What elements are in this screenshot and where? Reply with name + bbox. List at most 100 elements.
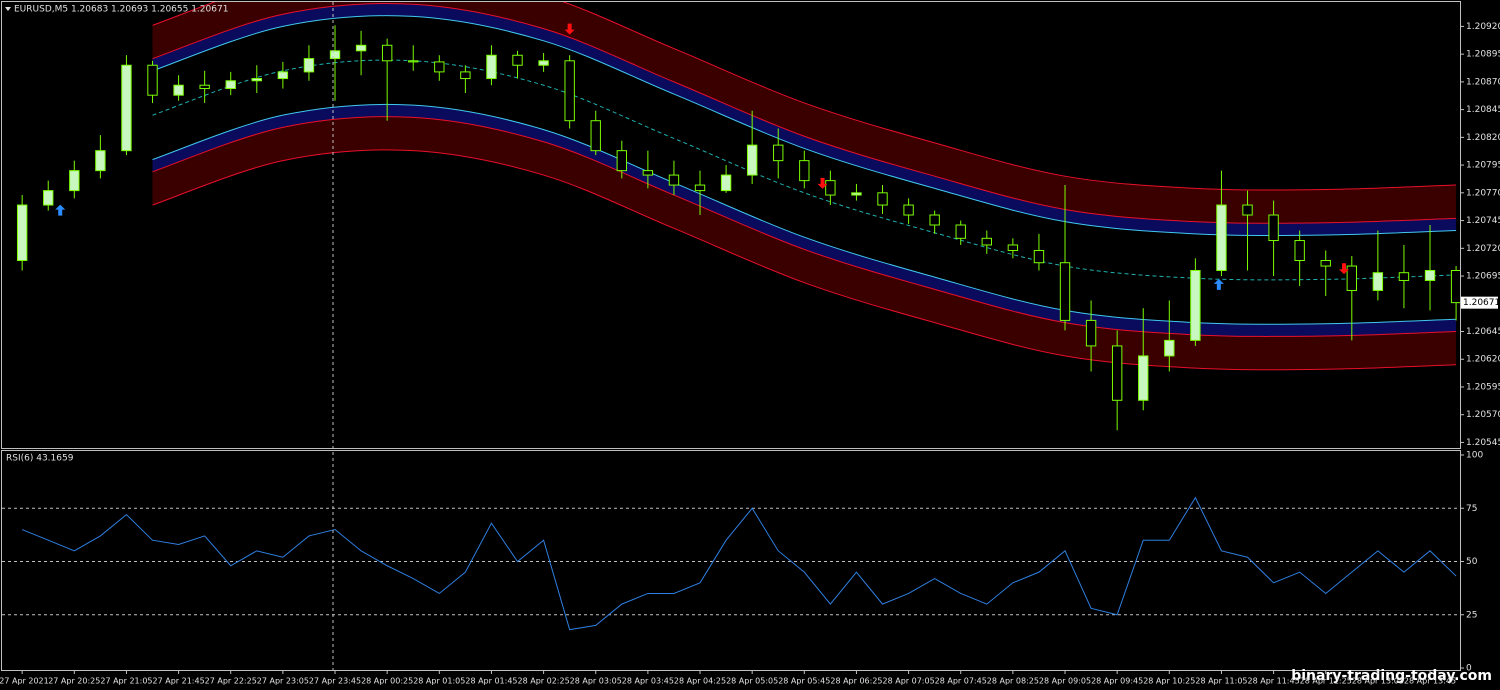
candle-body — [616, 150, 627, 172]
x-tick-label: 27 Apr 21:45 — [153, 677, 205, 686]
candle-body — [799, 160, 810, 182]
x-tick-label: 28 Apr 10:25 — [1143, 677, 1195, 686]
candle-body — [1242, 204, 1253, 216]
x-tick-label: 28 Apr 04:25 — [674, 677, 726, 686]
candle-body — [538, 60, 549, 66]
candle-body — [329, 50, 341, 60]
signal-arrow — [1338, 263, 1349, 275]
x-tick-label: 28 Apr 12:25 — [1300, 677, 1352, 686]
y-tick-label: 25 — [1466, 610, 1477, 620]
chart-title: EURUSD,M5 1.20683 1.20693 1.20655 1.2067… — [14, 5, 228, 15]
y-tick-label: 1.20920 — [1466, 22, 1500, 32]
candle-body — [173, 84, 184, 96]
candle-body — [121, 64, 132, 152]
candle-body — [564, 60, 575, 122]
price-panel — [16, 2, 1460, 431]
x-tick-label: 27 Apr 23:05 — [257, 677, 309, 686]
y-tick-label: 1.20770 — [1466, 188, 1500, 198]
current-price-label: 1.20671 — [1463, 298, 1500, 308]
signal-arrow — [564, 23, 575, 35]
candle-body — [825, 180, 836, 196]
x-tick-label: 28 Apr 01:05 — [413, 677, 465, 686]
candle-body — [460, 71, 471, 80]
y-tick-label: 1.20620 — [1466, 355, 1500, 365]
y-tick-label: 1.20820 — [1466, 133, 1500, 143]
y-tick-label: 1.20545 — [1466, 438, 1500, 448]
candle-body — [1007, 244, 1019, 252]
candle-body — [199, 84, 210, 90]
band-fill — [152, 2, 1457, 224]
band-line — [152, 2, 1457, 191]
x-tick-label: 28 Apr 07:45 — [935, 677, 987, 686]
x-tick-label: 28 Apr 11:45 — [1248, 677, 1300, 686]
candle-body — [1450, 269, 1460, 304]
rsi-line — [21, 496, 1457, 631]
candle-body — [1033, 250, 1045, 264]
y-tick-label: 1.20745 — [1466, 216, 1500, 226]
candle-body — [851, 192, 862, 196]
candle-body — [147, 64, 158, 96]
x-tick-label: 28 Apr 09:45 — [1091, 677, 1143, 686]
candle-body — [903, 204, 914, 216]
candle-body — [1424, 269, 1436, 281]
x-tick-label: 28 Apr 07:05 — [883, 677, 935, 686]
candle-body — [1398, 272, 1410, 281]
x-tick-label: 28 Apr 13:45 — [1404, 677, 1456, 686]
signal-arrow — [817, 177, 828, 189]
x-tick-label: 28 Apr 03:45 — [622, 677, 674, 686]
candle-body — [981, 237, 992, 246]
x-tick-label: 28 Apr 11:05 — [1195, 677, 1247, 686]
candle-body — [69, 170, 80, 192]
rsi-title: RSI(6) 43.1659 — [6, 454, 74, 464]
candle-body — [1372, 272, 1384, 291]
candle-body — [1164, 339, 1175, 357]
candle-body — [1346, 265, 1357, 291]
y-tick-label: 0 — [1466, 664, 1472, 674]
y-tick-label: 1.20795 — [1466, 161, 1500, 171]
x-tick-label: 28 Apr 05:45 — [778, 677, 830, 686]
y-tick-label: 1.20845 — [1466, 105, 1500, 115]
candle-body — [43, 190, 54, 206]
candle-body — [1320, 260, 1331, 267]
x-tick-label: 28 Apr 13:05 — [1352, 677, 1404, 686]
current-price-box — [1461, 296, 1498, 309]
y-tick-label: 1.20570 — [1466, 410, 1500, 420]
rsi-panel — [2, 496, 1460, 631]
y-tick-label: 75 — [1466, 504, 1477, 514]
band-line — [152, 103, 1457, 325]
candle-body — [720, 174, 732, 192]
candle-body — [929, 214, 940, 226]
x-tick-label: 28 Apr 09:05 — [1039, 677, 1091, 686]
candle-body — [746, 144, 758, 176]
y-tick-label: 1.20895 — [1466, 50, 1500, 60]
x-tick-label: 28 Apr 02:25 — [518, 677, 570, 686]
candle-body — [1059, 262, 1071, 321]
y-tick-label: 1.20695 — [1466, 272, 1500, 282]
x-tick-label: 27 Apr 23:45 — [309, 677, 361, 686]
y-tick-label: 100 — [1466, 451, 1483, 461]
band-line — [152, 2, 1457, 224]
signal-arrow — [1213, 278, 1224, 290]
signal-arrow — [55, 204, 66, 216]
candle-body — [251, 78, 262, 82]
x-tick-label: 28 Apr 00:25 — [361, 677, 413, 686]
candle-body — [1111, 345, 1123, 401]
candle-body — [955, 224, 966, 239]
band-fill — [152, 116, 1457, 370]
x-tick-label: 28 Apr 03:05 — [570, 677, 622, 686]
y-tick-label: 1.20645 — [1466, 327, 1500, 337]
y-tick-label: 1.20595 — [1466, 382, 1500, 392]
x-tick-label: 27 Apr 2021 — [0, 677, 49, 686]
candle-body — [408, 60, 419, 63]
rsi-frame — [1, 450, 1461, 671]
x-tick-label: 27 Apr 21:05 — [100, 677, 152, 686]
x-tick-label: 28 Apr 01:45 — [465, 677, 517, 686]
x-tick-label: 28 Apr 08:25 — [987, 677, 1039, 686]
candle-body — [1190, 269, 1201, 341]
x-tick-label: 27 Apr 22:25 — [205, 677, 257, 686]
x-tick-label: 28 Apr 06:25 — [830, 677, 882, 686]
watermark: binary-trading-today.com — [1291, 668, 1492, 684]
band-line — [152, 149, 1457, 371]
